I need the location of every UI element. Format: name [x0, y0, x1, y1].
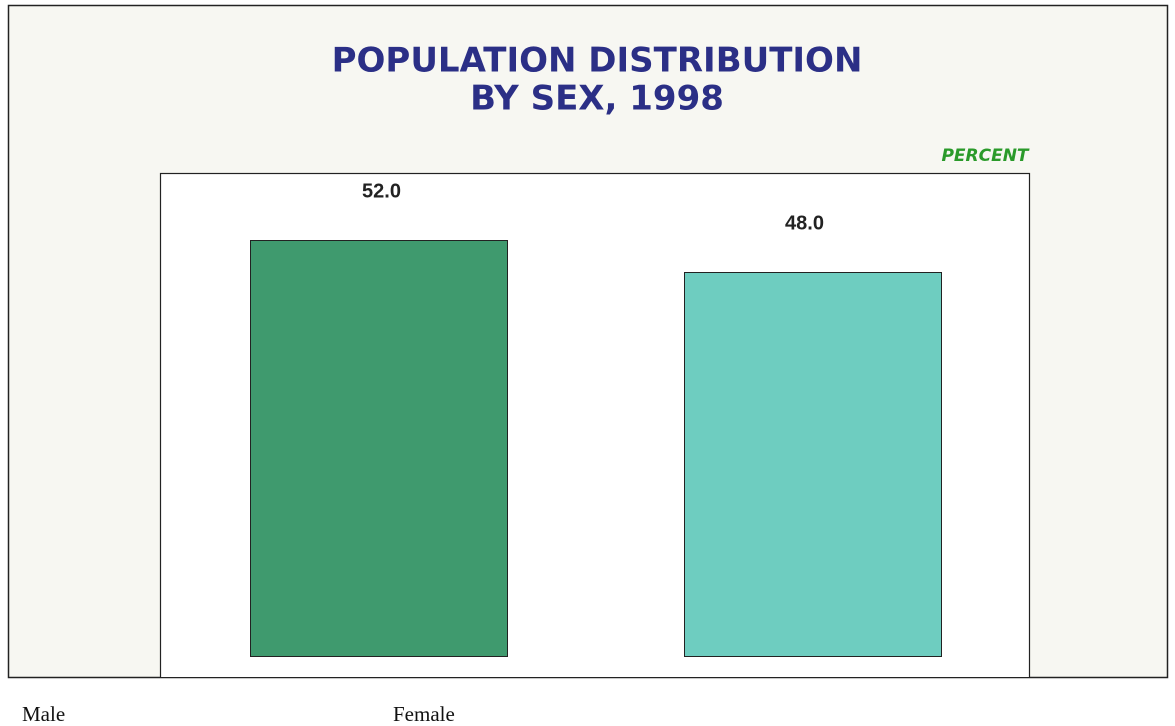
- unit-label: PERCENT: [941, 146, 1029, 166]
- bar: [250, 240, 508, 657]
- category-label: Female: [393, 702, 455, 726]
- category-label: Male: [22, 702, 65, 726]
- chart-title: POPULATION DISTRIBUTION: [332, 41, 863, 81]
- value-label: 48.0: [785, 212, 824, 234]
- bar: [684, 272, 942, 657]
- value-label: 52.0: [362, 180, 401, 202]
- chart-subtitle: BY SEX, 1998: [470, 79, 724, 119]
- plot: [159, 172, 1031, 677]
